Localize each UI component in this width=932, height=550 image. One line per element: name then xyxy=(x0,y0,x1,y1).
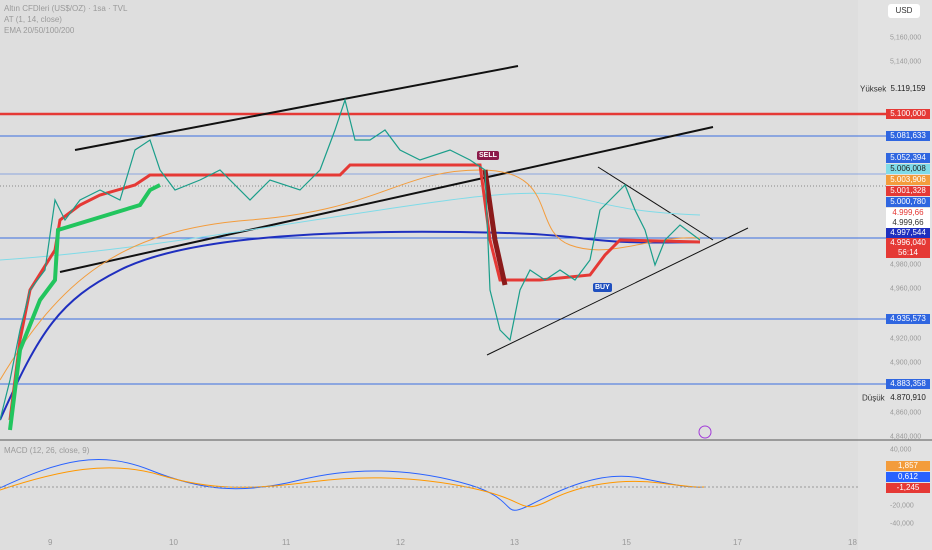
time-tick: 17 xyxy=(733,538,742,547)
price-tick: 4,960,000 xyxy=(890,285,922,293)
trend-down xyxy=(482,169,508,286)
price-label: 5.006,008 xyxy=(886,164,930,174)
price-tick: 4,980,000 xyxy=(890,261,922,269)
countdown: 56:14 xyxy=(886,248,930,258)
price-label: 5.081,633 xyxy=(886,131,930,141)
time-tick: 9 xyxy=(48,538,53,547)
macd-tick: 40,000 xyxy=(890,446,912,454)
indicator: AT (1, 14, close) xyxy=(4,15,62,24)
low-label: Düşük xyxy=(862,393,885,403)
price-label: 4.870,910 xyxy=(890,393,926,402)
macd-label: 0,612 xyxy=(886,472,930,482)
ema-100 xyxy=(0,230,701,421)
price-label: 5.052,394 xyxy=(886,153,930,163)
price-label: 4.883,358 xyxy=(886,379,930,389)
trendlines xyxy=(59,65,714,273)
price-axis-bg xyxy=(858,0,932,550)
macd-tick: -40,000 xyxy=(890,520,914,528)
time-tick: 11 xyxy=(282,538,291,547)
price-label: 5.000,780 xyxy=(886,197,930,207)
price-label: 5.100,000 xyxy=(886,109,930,119)
price-label: 4.935,573 xyxy=(886,314,930,324)
price-tick: 4,900,000 xyxy=(890,359,922,367)
time-tick: 15 xyxy=(622,538,631,547)
time-tick: 13 xyxy=(510,538,519,547)
price-tick: 4,860,000 xyxy=(890,409,922,417)
buy-signal: BUY xyxy=(593,283,612,292)
time-tick: 10 xyxy=(169,538,178,547)
sell-signal: SELL xyxy=(477,151,499,160)
indicator: EMA 20/50/100/200 xyxy=(4,26,75,35)
price-tick: 5,160,000 xyxy=(890,34,922,42)
price-label: 5.001,328 xyxy=(886,186,930,196)
price-tick: 4,920,000 xyxy=(890,335,922,343)
price-tick: 5,140,000 xyxy=(890,58,922,66)
event-icon[interactable] xyxy=(698,425,712,439)
trend-up xyxy=(8,183,161,431)
price-label: 4.999,66 xyxy=(886,218,930,228)
macd-tick: -20,000 xyxy=(890,502,914,510)
time-tick: 12 xyxy=(396,538,405,547)
price-label: 5.119,159 xyxy=(890,84,926,93)
price-label: 5.003,906 xyxy=(886,175,930,185)
high-label: Yüksek xyxy=(860,84,887,94)
ema-50 xyxy=(0,169,701,381)
time-tick: 18 xyxy=(848,538,857,547)
macd-label: -1,245 xyxy=(886,483,930,493)
symbol: Altın CFDleri (US$/OZ) · 1sa · TVL xyxy=(4,4,128,13)
price-label: 4.997,544 xyxy=(886,228,930,238)
price-label: 4.999,66 xyxy=(886,208,930,218)
price-path xyxy=(0,97,701,421)
macd-label: 1,857 xyxy=(886,461,930,471)
macd-line xyxy=(0,459,706,511)
macd-title: MACD (12, 26, close, 9) xyxy=(4,446,90,455)
price-label: 4.996,040 xyxy=(886,238,930,248)
supertrend xyxy=(8,163,701,421)
triangle xyxy=(486,166,749,356)
signal-line xyxy=(0,467,706,508)
price-tick: 4,840,000 xyxy=(890,433,922,441)
currency-button[interactable]: USD xyxy=(888,4,920,18)
